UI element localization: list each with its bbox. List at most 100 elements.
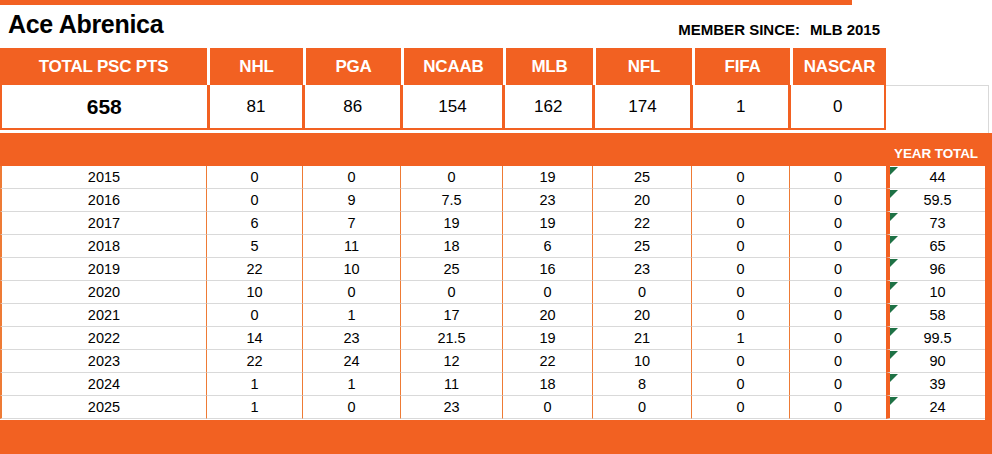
points-cell[interactable]: 1 [303,304,401,327]
sport-total-cell[interactable]: 1 [690,85,788,128]
year-cell[interactable]: 2021 [0,304,207,327]
year-cell[interactable]: 2022 [0,327,207,350]
points-cell[interactable]: 25 [593,166,692,189]
points-cell[interactable]: 19 [503,327,593,350]
points-cell[interactable]: 0 [692,396,790,419]
points-cell[interactable]: 23 [503,189,593,212]
year-total-cell[interactable]: 59.5 [886,189,985,212]
points-cell[interactable]: 9 [303,189,401,212]
points-cell[interactable]: 22 [207,350,303,373]
points-cell[interactable]: 20 [593,304,692,327]
points-cell[interactable]: 21 [593,327,692,350]
year-total-cell[interactable]: 24 [886,396,985,419]
year-total-cell[interactable]: 58 [886,304,985,327]
points-cell[interactable]: 11 [303,235,401,258]
points-cell[interactable]: 0 [790,327,886,350]
points-cell[interactable]: 12 [401,350,503,373]
points-cell[interactable]: 23 [303,327,401,350]
points-cell[interactable]: 23 [401,396,503,419]
sport-total-cell[interactable]: 162 [502,85,592,128]
year-total-cell[interactable]: 10 [886,281,985,304]
points-cell[interactable]: 0 [207,189,303,212]
points-cell[interactable]: 10 [593,350,692,373]
sport-total-cell[interactable]: 174 [592,85,691,128]
year-total-cell[interactable]: 99.5 [886,327,985,350]
year-total-cell[interactable]: 65 [886,235,985,258]
summary-column-header[interactable]: MLB [503,48,593,85]
points-cell[interactable]: 0 [692,212,790,235]
year-cell[interactable]: 2018 [0,235,207,258]
summary-column-header[interactable]: NHL [207,48,303,85]
year-cell[interactable]: 2020 [0,281,207,304]
points-cell[interactable]: 6 [207,212,303,235]
points-cell[interactable]: 7.5 [401,189,503,212]
summary-column-header[interactable]: NCAAB [401,48,503,85]
points-cell[interactable]: 0 [692,235,790,258]
member-since[interactable]: MEMBER SINCE: MLB 2015 [678,21,880,38]
sport-total-cell[interactable]: 0 [788,85,884,128]
points-cell[interactable]: 18 [503,373,593,396]
points-cell[interactable]: 0 [790,304,886,327]
points-cell[interactable]: 0 [692,281,790,304]
points-cell[interactable]: 22 [503,350,593,373]
points-cell[interactable]: 1 [207,396,303,419]
year-total-cell[interactable]: 96 [886,258,985,281]
points-cell[interactable]: 0 [790,396,886,419]
points-cell[interactable]: 0 [303,396,401,419]
points-cell[interactable]: 20 [593,189,692,212]
points-cell[interactable]: 0 [593,281,692,304]
points-cell[interactable]: 0 [790,281,886,304]
points-cell[interactable]: 0 [790,189,886,212]
summary-column-header[interactable]: FIFA [692,48,790,85]
points-cell[interactable]: 1 [207,373,303,396]
points-cell[interactable]: 0 [790,258,886,281]
points-cell[interactable]: 0 [503,281,593,304]
points-cell[interactable]: 25 [593,235,692,258]
points-cell[interactable]: 22 [593,212,692,235]
sport-total-cell[interactable]: 86 [302,85,400,128]
sport-total-cell[interactable]: 154 [400,85,502,128]
points-cell[interactable]: 7 [303,212,401,235]
points-cell[interactable]: 0 [503,396,593,419]
summary-column-header[interactable]: PGA [303,48,401,85]
points-cell[interactable]: 0 [692,304,790,327]
points-cell[interactable]: 14 [207,327,303,350]
points-cell[interactable]: 24 [303,350,401,373]
points-cell[interactable]: 0 [593,396,692,419]
points-cell[interactable]: 17 [401,304,503,327]
points-cell[interactable]: 0 [401,166,503,189]
summary-column-header[interactable]: NASCAR [790,48,886,85]
points-cell[interactable]: 20 [503,304,593,327]
year-cell[interactable]: 2017 [0,212,207,235]
points-cell[interactable]: 6 [503,235,593,258]
points-cell[interactable]: 25 [401,258,503,281]
member-name-title[interactable]: Ace Abrenica [8,10,163,39]
year-total-cell[interactable]: 39 [886,373,985,396]
year-total-cell[interactable]: 44 [886,166,985,189]
year-cell[interactable]: 2015 [0,166,207,189]
points-cell[interactable]: 16 [503,258,593,281]
points-cell[interactable]: 19 [503,166,593,189]
points-cell[interactable]: 0 [692,373,790,396]
total-psc-pts-cell[interactable]: 658 [2,85,207,128]
points-cell[interactable]: 0 [207,304,303,327]
points-cell[interactable]: 10 [303,258,401,281]
sport-total-cell[interactable]: 81 [207,85,303,128]
year-total-cell[interactable]: 73 [886,212,985,235]
year-cell[interactable]: 2025 [0,396,207,419]
points-cell[interactable]: 1 [303,373,401,396]
points-cell[interactable]: 0 [401,281,503,304]
points-cell[interactable]: 0 [790,350,886,373]
points-cell[interactable]: 0 [692,258,790,281]
points-cell[interactable]: 0 [303,166,401,189]
points-cell[interactable]: 0 [207,166,303,189]
points-cell[interactable]: 0 [790,166,886,189]
summary-column-header[interactable]: TOTAL PSC PTS [0,48,207,85]
points-cell[interactable]: 19 [401,212,503,235]
points-cell[interactable]: 11 [401,373,503,396]
points-cell[interactable]: 0 [790,212,886,235]
points-cell[interactable]: 19 [503,212,593,235]
points-cell[interactable]: 18 [401,235,503,258]
year-cell[interactable]: 2024 [0,373,207,396]
points-cell[interactable]: 22 [207,258,303,281]
